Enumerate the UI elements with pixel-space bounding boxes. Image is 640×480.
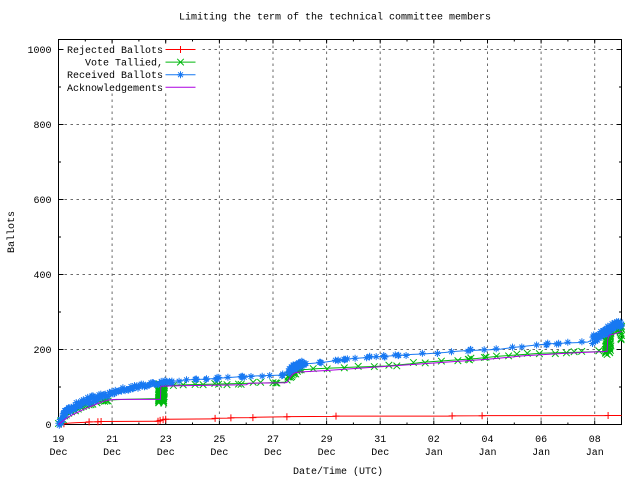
svg-text:Jan: Jan [532, 448, 550, 459]
svg-text:Dec: Dec [318, 448, 336, 459]
svg-text:31: 31 [374, 435, 386, 446]
svg-text:Date/Time (UTC): Date/Time (UTC) [293, 466, 383, 478]
svg-text:23: 23 [160, 435, 172, 446]
svg-text:Dec: Dec [49, 448, 67, 459]
svg-text:27: 27 [267, 435, 279, 446]
svg-text:Dec: Dec [157, 448, 175, 459]
svg-text:Dec: Dec [371, 448, 389, 459]
svg-text:04: 04 [481, 435, 493, 446]
svg-text:Dec: Dec [264, 448, 282, 459]
svg-text:0: 0 [45, 421, 51, 432]
svg-text:400: 400 [33, 271, 51, 282]
svg-text:Jan: Jan [425, 448, 443, 459]
svg-text:Dec: Dec [210, 448, 228, 459]
svg-text:Jan: Jan [478, 448, 496, 459]
svg-text:Vote Tallied,: Vote Tallied, [85, 58, 163, 70]
svg-text:02: 02 [428, 435, 440, 446]
svg-text:29: 29 [321, 435, 333, 446]
svg-text:Ballots: Ballots [6, 211, 18, 253]
svg-text:06: 06 [535, 435, 547, 446]
svg-text:800: 800 [33, 121, 51, 132]
svg-text:Received Ballots: Received Ballots [67, 70, 163, 82]
svg-text:19: 19 [52, 435, 64, 446]
svg-text:Jan: Jan [586, 448, 604, 459]
svg-text:25: 25 [213, 435, 225, 446]
svg-text:Dec: Dec [103, 448, 121, 459]
svg-text:21: 21 [106, 435, 118, 446]
svg-text:600: 600 [33, 196, 51, 207]
svg-text:Limiting the term of the techn: Limiting the term of the technical commi… [179, 12, 491, 24]
svg-text:08: 08 [589, 435, 601, 446]
svg-text:200: 200 [33, 346, 51, 357]
svg-text:1000: 1000 [27, 46, 51, 57]
svg-text:Rejected Ballots: Rejected Ballots [67, 45, 163, 57]
svg-text:Acknowledgements: Acknowledgements [67, 83, 163, 95]
